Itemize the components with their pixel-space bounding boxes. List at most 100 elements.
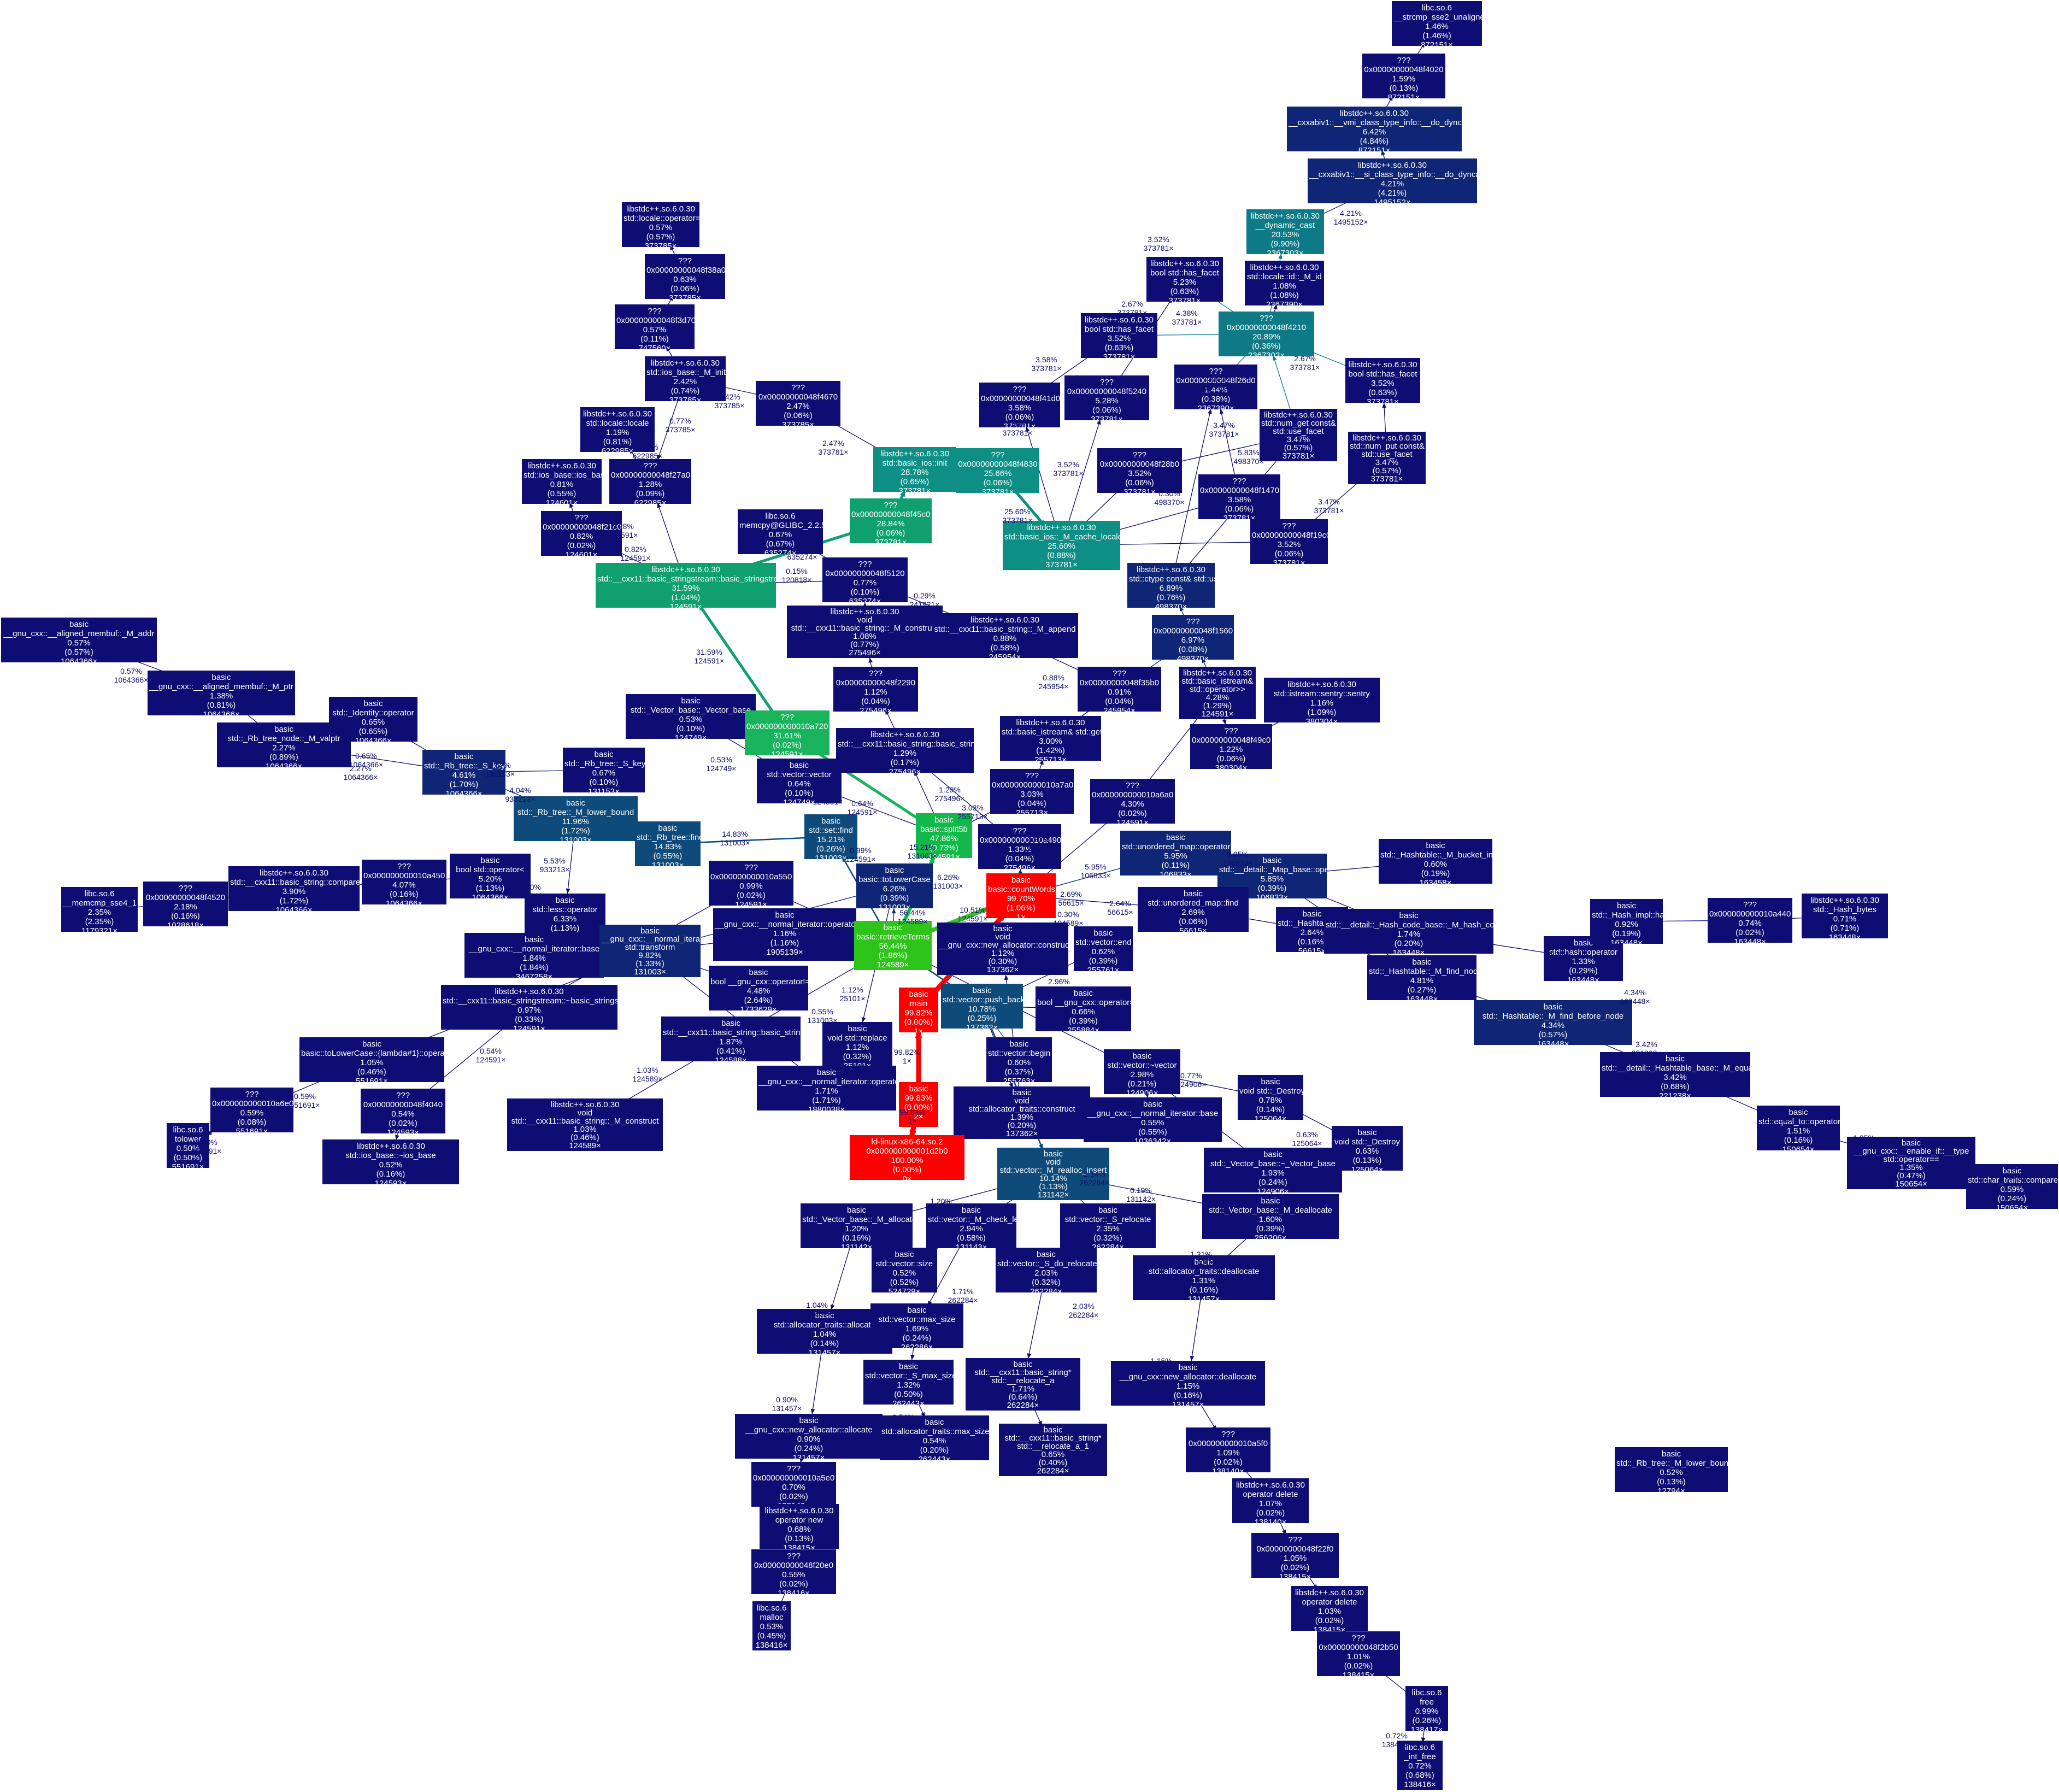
node-normal-iter-base2[interactable]: basic __gnu_cxx::__normal_iterator::base 0… <box>1084 1097 1222 1142</box>
node-identity[interactable]: basic std::_Identity::operator 0.65% (0.65%… <box>329 697 417 742</box>
node-locale-id[interactable]: libstdc++.so.6.0.30 std::locale::id::_M_i… <box>1245 261 1324 305</box>
node-aligned-addr[interactable]: basic __gnu_cxx::__aligned_membuf::_M_add… <box>1 618 157 662</box>
node-sentry[interactable]: libstdc++.so.6.0.30 std::istream::sentry:… <box>1264 678 1380 722</box>
node-valptr[interactable]: basic std::_Rb_tree_node::_M_valptr 2.27%(… <box>217 722 351 767</box>
node-memcpy[interactable]: libc.so.6 memcpy@GLIBC_2.2.5 0.67% (0.67%) 6… <box>738 509 823 554</box>
node-std-less[interactable]: basicstd::less::operator6.33%(1.13%)1064… <box>525 894 605 938</box>
node-new-alloc-allocate[interactable]: basic __gnu_cxx::new_allocator::allocate 0… <box>735 1414 883 1459</box>
node-memcmp[interactable]: libc.so.6 __memcmp_sse4_1 2.35% (2.35%) 1179… <box>61 887 138 932</box>
node-n48f45c0[interactable]: ??? 0x00000000048f45c0 28.84% (0.06%) 373781… <box>850 498 932 543</box>
node-hash-impl[interactable]: basicstd::_Hash_impl::hash0.92%(0.19%)16… <box>1590 899 1663 944</box>
node-realloc-insert[interactable]: basic void std::vector::_M_realloc_insert 1… <box>997 1148 1109 1200</box>
node-aligned-ptr[interactable]: basic __gnu_cxx::__aligned_membuf::_M_ptr… <box>148 671 295 715</box>
node-new-alloc-dealloc[interactable]: basic __gnu_cxx::new_allocator::deallocat… <box>1111 1361 1265 1406</box>
node-do-relocate[interactable]: basic std::vector::_S_do_relocate 2.03% (0.… <box>996 1248 1097 1292</box>
node-vector-size[interactable]: basic std::vector::size 0.52% (0.52%) 524729… <box>872 1248 937 1292</box>
node-relocate-a[interactable]: basic std::__cxx11::basic_string* std::__r… <box>966 1358 1080 1411</box>
node-n48f27a0[interactable]: ??? 0x00000000048f27a0 1.28% (0.09%) 622985× <box>609 459 691 504</box>
node-n10a7a0[interactable]: ??? 0x000000000010a7a0 3.03% (0.04%) 255713× <box>990 769 1074 814</box>
node-ios-init[interactable]: libstdc++.so.6.0.30 std::basic_ios::init 2… <box>873 447 956 492</box>
node-n48f26d0[interactable]: ??? 0x00000000048f26d0 1.44% (0.38%) 2367390… <box>1174 365 1257 409</box>
node-hash-bytes[interactable]: libstdc++.so.6.0.30 std::_Hash_bytes 0.71%… <box>1802 894 1888 938</box>
node-tolower-lambda[interactable]: basic basic::toLowerCase::{lambda#1}::ope… <box>299 1037 444 1082</box>
node-char-traits-compare[interactable]: basic std::char_traits::compare 0.59% (0.24… <box>1966 1164 2058 1209</box>
node-strcmp[interactable]: libc.so.6 __strcmp_sse2_unaligned 1.46% (1.… <box>1392 1 1482 46</box>
node-lower-bound[interactable]: basic std::_Rb_tree::_M_lower_bound 11.96%… <box>514 796 638 841</box>
node-num-get[interactable]: libstdc++.so.6.0.30 std::num_get const& st… <box>1260 409 1337 461</box>
node-check-len[interactable]: basic std::vector::_M_check_len 2.94% (0.58… <box>926 1203 1016 1248</box>
node-transform[interactable]: basic __gnu_cxx::__normal_iterator std::tr… <box>599 925 701 977</box>
node-replace[interactable]: basic void std::replace 1.12% (0.32%) 25101× <box>822 1022 892 1067</box>
node-vector-begin[interactable]: basic std::vector::begin 0.60% (0.37%) 25576… <box>986 1037 1052 1082</box>
node-str-compare[interactable]: libstdc++.so.6.0.30 std::__cxx11::basic_s… <box>228 866 360 911</box>
node-n10a5f0[interactable]: ??? 0x000000000010a5f0 1.09% (0.02%) 138140× <box>1186 1427 1270 1472</box>
node-normal-iter-deref[interactable]: basic __gnu_cxx::__normal_iterator::opera… <box>713 908 856 961</box>
node-int-free[interactable]: libc.so.6 _int_free 0.72% (0.68%) 138416× <box>1397 1741 1443 1790</box>
node-s-relocate[interactable]: basic std::vector::_S_relocate 2.35% (0.32%… <box>1060 1203 1156 1248</box>
node-n48f4670[interactable]: ??? 0x00000000048f4670 2.47% (0.06%) 373785× <box>756 381 840 426</box>
node-stringstream[interactable]: libstdc++.so.6.0.30 std::__cxx11::basic_s… <box>596 563 776 608</box>
node-n10a440[interactable]: ??? 0x000000000010a440 0.74% (0.02%) 163448× <box>1708 898 1792 943</box>
node-op-new[interactable]: libstdc++.so.6.0.30 operator new 0.68% (0.1… <box>760 1504 839 1549</box>
node-n10a6a0[interactable]: ??? 0x000000000010a6a0 4.30% (0.02%) 124591× <box>1090 779 1175 824</box>
node-vb-allocate[interactable]: basic std::_Vector_base::_M_allocate 1.20%… <box>801 1203 913 1248</box>
node-n48f35b0[interactable]: ??? 0x00000000048f35b0 0.91% (0.04%) 245954× <box>1078 667 1161 712</box>
node-locale-op[interactable]: libstdc++.so.6.0.30 std::locale::operator… <box>622 202 699 247</box>
node-ios-base-init[interactable]: libstdc++.so.6.0.30 std::ios_base::_M_ini… <box>645 356 726 401</box>
node-alloc-max-size[interactable]: basic std::allocator_traits::max_size 0.54… <box>880 1415 989 1460</box>
node-n48f1560[interactable]: ??? 0x00000000048f1560 6.97% (0.08%) 498370× <box>1152 615 1234 660</box>
node-n48f2290[interactable]: ??? 0x00000000048f2290 1.12% (0.04%) 275496× <box>833 667 918 712</box>
node-n48f5120[interactable]: ??? 0x00000000048f5120 0.77% (0.10%) 635274× <box>822 557 908 602</box>
node-find-before-node[interactable]: basic std::_Hashtable::_M_find_before_nod… <box>1474 1000 1632 1045</box>
node-n48f5240[interactable]: ??? 0x00000000048f5240 5.28% (0.06%) 373781× <box>1064 375 1149 420</box>
node-m-construct[interactable]: libstdc++.so.6.0.30 void std::__cxx11::bas… <box>787 606 943 658</box>
node-set-find[interactable]: basic std::set::find 15.21% (0.26%) 131003× <box>804 814 857 859</box>
node-op-delete1[interactable]: libstdc++.so.6.0.30 operator delete 1.07%(… <box>1232 1478 1309 1523</box>
node-rb-s-key1[interactable]: basic std::_Rb_tree::_S_key 4.61% (1.70%) 10… <box>422 750 505 795</box>
node-tolowercase[interactable]: basic basic::toLowerCase 6.26% (0.39%) 13100… <box>856 863 933 908</box>
node-tolower-libc[interactable]: libc.so.6 tolower 0.50% (0.50%) 551691× <box>167 1123 209 1168</box>
node-stringstream-dtor[interactable]: libstdc++.so.6.0.30 std::__cxx11::basic_s… <box>441 985 617 1030</box>
node-n48f2b50[interactable]: ??? 0x00000000048f2b50 1.01% (0.02%) 138415× <box>1317 1631 1400 1676</box>
node-si-dyncast[interactable]: libstdc++.so.6.0.30 __cxxabiv1::__si_clas… <box>1308 158 1477 203</box>
node-n48f1470[interactable]: ??? 0x00000000048f1470 3.58% (0.06%) 373781× <box>1198 474 1280 519</box>
node-destroy2[interactable]: basic void std::_Destroy 0.63% (0.13%) 12506… <box>1332 1126 1403 1171</box>
node-map-base-op[interactable]: basicstd::__detail::_Map_base::operator[… <box>1217 854 1327 898</box>
node-n48f41d0[interactable]: ??? 0x00000000048f41d0 3.58% (0.06%) 373781× <box>979 383 1060 427</box>
node-umap-op[interactable]: basic std::unordered_map::operator[] 5.95%… <box>1120 831 1231 876</box>
node-has-facet3[interactable]: libstdc++.so.6.0.30 bool std::has_facet 3.… <box>1345 358 1420 403</box>
node-n10a450[interactable]: ??? 0x000000000010a450 4.07% (0.16%) 1064366… <box>362 860 446 904</box>
node-n48f28b0[interactable]: ??? 0x00000000048f28b0 3.52% (0.06%) 373781× <box>1097 448 1182 493</box>
node-n48f4830[interactable]: ??? 0x00000000048f4830 25.66% (0.06%) 373781… <box>956 448 1039 493</box>
node-ld-linux[interactable]: ld-linux-x86-64.so.2 0x000000000001d2b0 10… <box>850 1135 964 1180</box>
node-str-basic-string[interactable]: basic std::__cxx11::basic_string::basic_s… <box>661 1017 801 1061</box>
node-cache-locale[interactable]: libstdc++.so.6.0.30 std::basic_ios::_M_ca… <box>1003 521 1120 570</box>
node-n48f4020[interactable]: ??? 0x00000000048f4020 1.59% (0.13%) 872151× <box>1362 54 1445 98</box>
node-alloc-traits-dealloc[interactable]: basic std::allocator_traits::deallocate 1.… <box>1133 1255 1275 1300</box>
node-rb-find[interactable]: basic std::_Rb_tree::find 14.83% (0.55%) 131… <box>635 821 701 866</box>
node-retrieve-terms[interactable]: basic basic::retrieveTerms 56.44% (1.86%) 12… <box>854 921 932 970</box>
node-umap-find[interactable]: basic std::unordered_map::find 2.69% (0.06%… <box>1138 887 1249 932</box>
node-op-delete2[interactable]: libstdc++.so.6.0.30 operator delete 1.03%(… <box>1291 1586 1368 1631</box>
node-n48f21c0[interactable]: ??? 0x00000000048f21c0 0.82% (0.02%) 124601× <box>541 511 622 556</box>
node-malloc[interactable]: libc.so.6 malloc 0.53% (0.45%) 138416× <box>752 1601 791 1650</box>
node-ctype[interactable]: libstdc++.so.6.0.30 std::ctype const& std… <box>1127 563 1215 608</box>
node-equal-to[interactable]: basic std::equal_to::operator 1.51% (0.16%)… <box>1757 1106 1840 1150</box>
node-main[interactable]: basic main 99.82% (0.00%) 1× <box>899 988 938 1032</box>
node-find-node[interactable]: basic std::_Hashtable::_M_find_node 4.81%(… <box>1367 955 1476 1000</box>
node-n48f19c0[interactable]: ??? 0x00000000048f19c0 3.52% (0.06%) 373781× <box>1250 519 1328 564</box>
node-normal-iter-base[interactable]: basic __gnu_cxx::__normal_iterator::base 1… <box>464 933 604 978</box>
node-vector-end[interactable]: basic std::vector::end 0.62% (0.39%) 255761× <box>1074 926 1133 971</box>
node-ios-base-ctor[interactable]: libstdc++.so.6.0.30 std::ios_base::ios_ba… <box>522 459 602 504</box>
node-count-words[interactable]: basic basic::countWords 99.70% (1.06%) 1× <box>986 873 1056 918</box>
node-dynamic-cast[interactable]: libstdc++.so.6.0.30 __dynamic_cast 20.53%(… <box>1246 209 1324 254</box>
node-s-max-size[interactable]: basic std::vector::_S_max_size 1.32% (0.50%… <box>863 1360 954 1405</box>
node-destroy1[interactable]: basic void std::_Destroy 0.78% (0.14%) 12506… <box>1238 1075 1303 1120</box>
node-n10a490[interactable]: ??? 0x000000000010a490 1.33% (0.04%) 275496× <box>978 824 1061 869</box>
node-vb-deallocate[interactable]: basic std::_Vector_base::_M_deallocate 1.6… <box>1202 1194 1339 1239</box>
node-n48f22f0[interactable]: ??? 0x00000000048f22f0 1.05% (0.02%) 138415× <box>1251 1533 1339 1578</box>
node-less-op[interactable]: basic bool std::operator< 5.20% (1.13%) 1064… <box>450 854 531 898</box>
node-rb-s-key2[interactable]: basic std::_Rb_tree::_S_key 0.67% (0.10%) 13… <box>563 748 645 792</box>
node-n48f20e0[interactable]: ??? 0x00000000048f20e0 0.55% (0.02%) 138416× <box>751 1549 836 1594</box>
